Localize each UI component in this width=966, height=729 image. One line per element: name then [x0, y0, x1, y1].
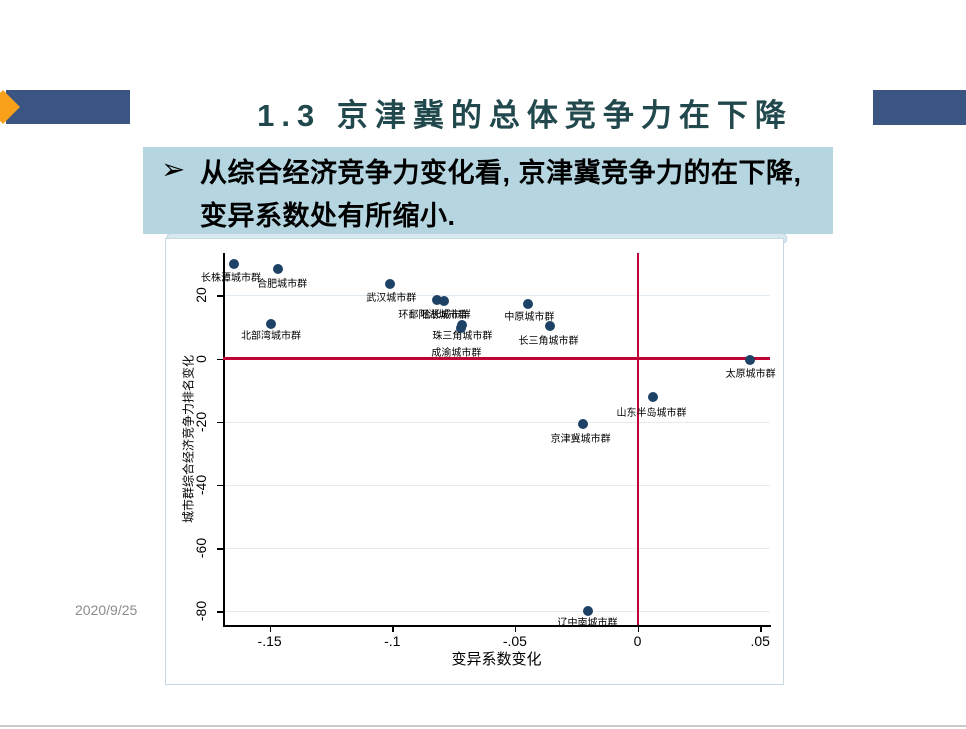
x-tick: [637, 625, 640, 632]
scatter-point: [385, 278, 396, 289]
point-label: 辽中南城市群: [557, 618, 618, 630]
scatter-point: [577, 418, 588, 429]
slide-title: 1.3 京津冀的总体竞争力在下降: [257, 98, 793, 133]
x-axis-title: 变异系数变化: [451, 651, 542, 668]
x-tick-label: -.05: [502, 633, 527, 649]
scatter-point: [438, 296, 449, 307]
bullet-marker: ➢: [161, 154, 186, 186]
x-tick: [269, 625, 272, 632]
point-label: 北部湾城市群: [241, 331, 302, 343]
bullet-text-line1: 从综合经济竞争力变化看, 京津冀竞争力的在下降,: [200, 158, 802, 188]
y-tick: [217, 548, 223, 550]
point-label: 珠三角城市群: [432, 331, 493, 343]
bullet-text-line2: 变异系数处有所缩小.: [200, 201, 456, 231]
point-label: 长株潭城市群: [201, 273, 262, 285]
grid-line: [223, 421, 770, 423]
point-label: 成渝城市群: [431, 347, 482, 359]
grid-line: [223, 295, 770, 297]
x-tick: [392, 625, 394, 632]
slide-date: 2020/9/25: [75, 602, 138, 618]
y-tick: [217, 421, 223, 424]
y-tick-label: 20: [193, 287, 209, 304]
point-label: 太原城市群: [725, 369, 776, 381]
scatter-point: [266, 319, 277, 330]
point-label: 长三角城市群: [518, 336, 579, 347]
scatter-point: [229, 259, 240, 270]
point-label: 哈长城市群: [420, 310, 471, 322]
grid-line: [223, 548, 770, 550]
scatter-point: [523, 299, 534, 310]
scatter-point: [273, 264, 284, 275]
left-accent-bar: [6, 90, 130, 124]
scatter-point: [432, 295, 443, 306]
callout-box: ➢ 从综合经济竞争力变化看, 京津冀竞争力的在下降, 变异系数处有所缩小.: [143, 147, 833, 234]
point-label: 武汉城市群: [366, 292, 417, 304]
point-label: 中原城市群: [504, 312, 555, 324]
right-accent-bar: [873, 90, 966, 125]
x-tick: [514, 625, 517, 632]
x-tick-label: -.1: [384, 633, 401, 649]
point-label: 环鄱阳湖城市群: [398, 310, 469, 322]
y-tick: [217, 295, 223, 297]
y-tick-label: -80: [193, 601, 209, 622]
x-tick: [760, 625, 762, 632]
x-tick-label: -.15: [257, 633, 282, 649]
scatter-point: [456, 322, 467, 333]
y-axis-title: 城市群综合经济竞争力排名变化: [181, 354, 196, 524]
scatter-chart: 20 0 -20 -40 -60 -80 -.15 -.1 -.05 0.05 长株潭城市群 合肥城市…: [165, 238, 784, 685]
scatter-point: [545, 321, 556, 331]
bottom-border: [0, 725, 966, 727]
ref-line-x: [636, 253, 639, 625]
y-tick: [217, 358, 223, 361]
x-axis-line: [223, 625, 771, 627]
scatter-point: [582, 606, 593, 617]
scatter-point: [744, 355, 755, 366]
x-tick-label: 0: [633, 633, 642, 649]
point-label: 山东半岛城市群: [616, 408, 687, 420]
y-tick: [217, 484, 223, 487]
grid-line: [223, 484, 770, 486]
y-tick: [217, 611, 223, 613]
grid-line: [223, 611, 770, 613]
y-tick-label: -60: [193, 538, 209, 559]
point-label: 京津冀城市群: [550, 433, 611, 445]
x-tick-label: .05: [750, 633, 770, 649]
ref-line-y: [223, 357, 770, 361]
point-label: 合肥城市群: [257, 279, 308, 291]
scatter-point: [648, 392, 659, 403]
y-axis-line: [223, 253, 225, 625]
